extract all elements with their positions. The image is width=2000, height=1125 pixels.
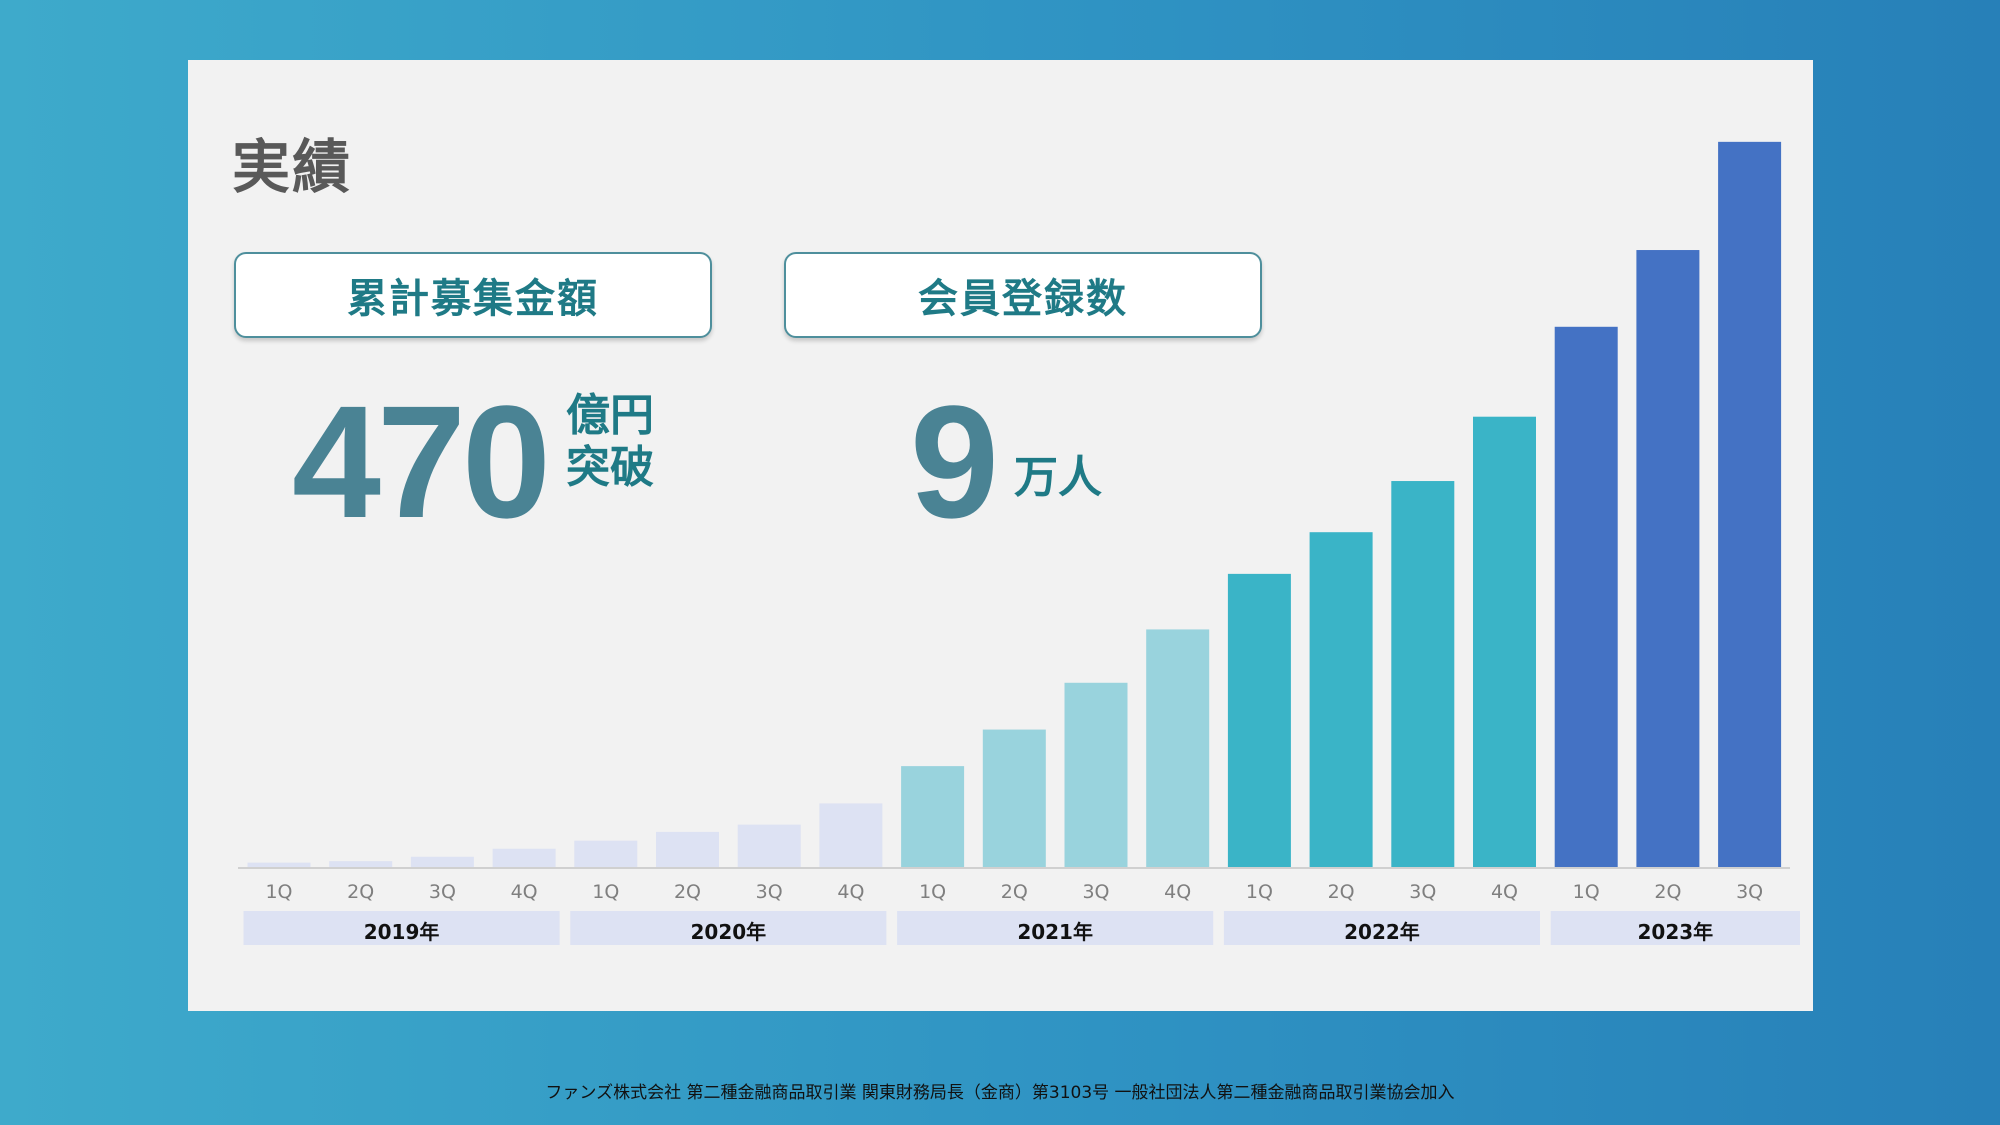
bar-16 — [1473, 416, 1536, 867]
x-tick-label: 3Q — [429, 881, 456, 903]
x-tick-label: 3Q — [1736, 881, 1763, 903]
funding-unit-line1: 億円 — [566, 390, 654, 441]
x-tick-label: 1Q — [1573, 881, 1600, 903]
bar-12 — [1146, 629, 1210, 867]
bar-7 — [737, 824, 801, 867]
x-tick-label: 4Q — [1491, 881, 1518, 903]
year-band — [1223, 911, 1540, 945]
bar-17 — [1554, 326, 1618, 867]
member-count-value: 9 — [910, 372, 999, 551]
year-band — [570, 911, 887, 945]
bar-2 — [329, 861, 393, 867]
year-band — [897, 911, 1214, 945]
member-count-unit: 万人 — [1014, 452, 1102, 504]
year-label: 2023年 — [1638, 920, 1714, 944]
bar-9 — [901, 766, 965, 867]
bar-6 — [656, 831, 719, 867]
year-label: 2021年 — [1017, 920, 1093, 944]
year-label: 2022年 — [1344, 920, 1420, 944]
year-label: 2020年 — [691, 920, 767, 944]
cumulative-funding-value: 470 — [292, 372, 551, 551]
x-tick-label: 1Q — [592, 881, 619, 903]
bar-13 — [1227, 573, 1291, 867]
cumulative-funding-unit: 億円 突破 — [566, 390, 654, 494]
bar-4 — [492, 848, 556, 867]
bar-15 — [1391, 481, 1455, 867]
x-tick-label: 4Q — [1164, 881, 1191, 903]
cumulative-funding-label: 累計募集金額 — [234, 252, 712, 338]
bar-8 — [819, 803, 883, 867]
bar-5 — [574, 840, 638, 867]
bar-14 — [1309, 532, 1373, 867]
x-tick-label: 3Q — [1082, 881, 1109, 903]
bar-3 — [410, 856, 474, 867]
x-tick-label: 3Q — [756, 881, 783, 903]
x-tick-label: 3Q — [1409, 881, 1436, 903]
x-tick-label: 4Q — [837, 881, 864, 903]
year-band — [1550, 911, 1800, 945]
funding-unit-line2: 突破 — [566, 441, 654, 493]
x-tick-label: 1Q — [265, 881, 292, 903]
x-tick-label: 2Q — [1328, 881, 1355, 903]
x-tick-label: 1Q — [919, 881, 946, 903]
x-tick-label: 2Q — [347, 881, 374, 903]
x-tick-label: 4Q — [511, 881, 538, 903]
x-tick-label: 2Q — [1654, 881, 1681, 903]
bar-10 — [982, 729, 1046, 867]
x-tick-label: 2Q — [1001, 881, 1028, 903]
bar-11 — [1064, 682, 1128, 867]
bar-1 — [247, 862, 311, 867]
footer-disclaimer: ファンズ株式会社 第二種金融商品取引業 関東財務局長（金商）第3103号 一般社… — [545, 1083, 1455, 1103]
member-unit-line1: 万人 — [1014, 452, 1102, 503]
year-band — [243, 911, 560, 945]
bar-18 — [1636, 250, 1700, 867]
x-tick-label: 2Q — [674, 881, 701, 903]
bar-19 — [1718, 141, 1782, 867]
member-count-label: 会員登録数 — [784, 252, 1262, 338]
year-label: 2019年 — [364, 920, 440, 944]
page-title: 実績 — [232, 133, 353, 201]
x-tick-label: 1Q — [1246, 881, 1273, 903]
